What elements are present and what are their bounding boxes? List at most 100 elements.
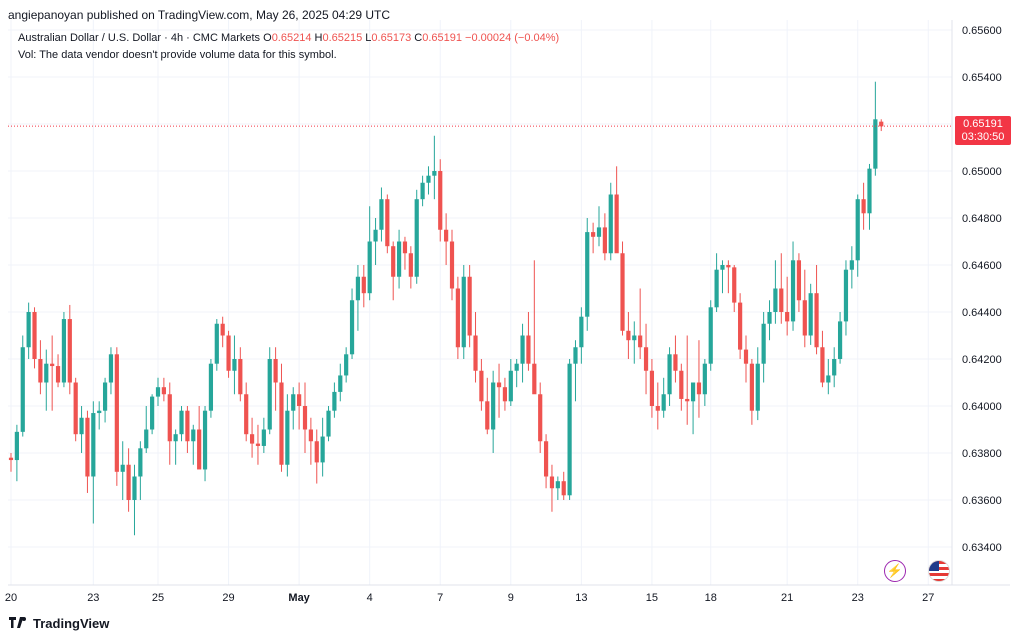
candle-body bbox=[567, 363, 572, 496]
candle-body bbox=[855, 199, 860, 261]
x-tick-label: 15 bbox=[646, 592, 658, 604]
candle-body bbox=[244, 394, 249, 435]
candle bbox=[161, 377, 166, 402]
candle bbox=[132, 464, 137, 536]
candle-body bbox=[543, 441, 549, 477]
candle bbox=[738, 293, 743, 359]
candle bbox=[420, 175, 425, 207]
candle-body bbox=[61, 319, 67, 383]
candle bbox=[749, 359, 754, 425]
time-axis: 20 23 25 29 May 4 7 9 13 15 18 21 23 27 bbox=[5, 584, 1010, 604]
candle bbox=[367, 206, 372, 301]
candle bbox=[50, 335, 55, 411]
candle bbox=[38, 340, 43, 395]
candle-body bbox=[114, 354, 119, 472]
y-tick-label: 0.63600 bbox=[962, 495, 1002, 507]
candle-body bbox=[144, 429, 149, 449]
candle-body bbox=[26, 312, 31, 348]
candle bbox=[496, 363, 502, 418]
candle bbox=[561, 471, 566, 500]
candle bbox=[291, 387, 296, 430]
candle-body bbox=[344, 354, 349, 376]
volume-note: Vol: The data vendor doesn't provide vol… bbox=[18, 49, 337, 61]
x-tick-label: 25 bbox=[152, 592, 164, 604]
candle-body bbox=[579, 316, 584, 348]
candle bbox=[485, 377, 490, 435]
candle-body bbox=[761, 323, 766, 364]
candle bbox=[573, 340, 578, 402]
candle bbox=[643, 323, 649, 395]
candle-body bbox=[120, 464, 125, 472]
candle bbox=[355, 265, 361, 331]
candle bbox=[61, 312, 67, 388]
x-tick-label: 27 bbox=[922, 592, 934, 604]
symbol-legend: Australian Dollar / U.S. Dollar · 4h · C… bbox=[18, 32, 559, 44]
candle-body bbox=[796, 260, 802, 301]
candle-body bbox=[773, 288, 778, 312]
footer-brand[interactable]: TradingView bbox=[8, 616, 109, 631]
candle-body bbox=[638, 335, 643, 348]
candle-body bbox=[802, 300, 807, 336]
candle-body bbox=[690, 382, 696, 402]
candle bbox=[755, 347, 760, 421]
x-tick-label: 13 bbox=[575, 592, 587, 604]
candle bbox=[543, 434, 549, 489]
open-value: 0.65214 bbox=[271, 32, 312, 44]
candle-body bbox=[161, 387, 166, 395]
candle-body bbox=[444, 229, 449, 242]
candle-body bbox=[714, 269, 719, 308]
candle-body bbox=[514, 363, 519, 371]
candle bbox=[820, 330, 825, 388]
candle-body bbox=[249, 434, 255, 444]
bar-countdown: 03:30:50 bbox=[961, 131, 1005, 143]
us-flag-icon[interactable] bbox=[928, 560, 950, 582]
candle-body bbox=[50, 363, 55, 367]
candle-body bbox=[455, 288, 460, 348]
candle-body bbox=[779, 288, 784, 312]
candle bbox=[326, 406, 331, 442]
candle bbox=[491, 370, 496, 453]
candle bbox=[279, 363, 284, 472]
candle-body bbox=[720, 265, 725, 270]
candle bbox=[232, 335, 237, 395]
candle bbox=[255, 424, 261, 465]
candle-body bbox=[226, 335, 231, 371]
candle-body bbox=[614, 194, 619, 254]
y-tick-label: 0.64600 bbox=[962, 260, 1002, 272]
candle bbox=[26, 302, 31, 359]
candle-body bbox=[426, 175, 431, 183]
y-tick-label: 0.63800 bbox=[962, 448, 1002, 460]
candle-body bbox=[861, 199, 866, 214]
candle bbox=[432, 135, 437, 200]
candle-body bbox=[649, 370, 655, 406]
candle bbox=[32, 307, 37, 369]
candle bbox=[238, 347, 243, 402]
candle-body bbox=[367, 241, 372, 294]
candle-body bbox=[685, 398, 690, 402]
x-tick-label: 7 bbox=[437, 592, 443, 604]
candle bbox=[837, 312, 843, 364]
candle bbox=[108, 347, 114, 395]
candle-body bbox=[496, 382, 502, 388]
candle bbox=[226, 330, 231, 378]
candle bbox=[873, 81, 878, 176]
candle bbox=[655, 382, 660, 430]
y-tick-label: 0.63400 bbox=[962, 542, 1002, 554]
candle bbox=[538, 382, 543, 453]
candle bbox=[402, 236, 408, 270]
candle-body bbox=[138, 448, 143, 477]
candle bbox=[302, 382, 308, 453]
candle-body bbox=[391, 246, 396, 277]
candle bbox=[832, 347, 837, 388]
published-line: angiepanoyan published on TradingView.co… bbox=[8, 8, 391, 22]
candle-body bbox=[520, 335, 525, 364]
candle bbox=[391, 241, 396, 301]
candle bbox=[285, 394, 290, 477]
candle-body bbox=[814, 293, 819, 348]
candle-body bbox=[291, 394, 296, 411]
lightning-icon[interactable]: ⚡ bbox=[884, 560, 906, 582]
candles-layer bbox=[8, 81, 884, 536]
candle-body bbox=[602, 227, 607, 254]
candle bbox=[673, 335, 678, 383]
